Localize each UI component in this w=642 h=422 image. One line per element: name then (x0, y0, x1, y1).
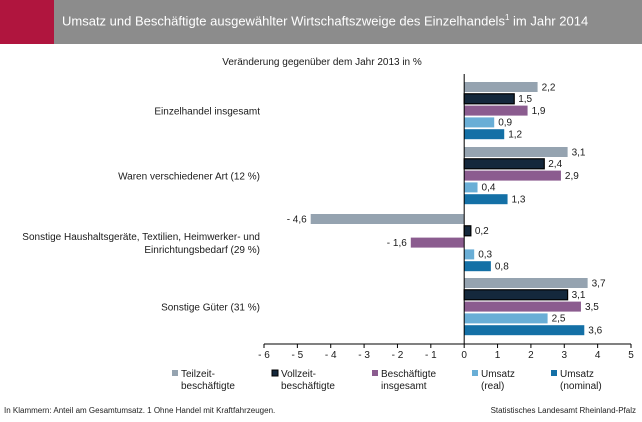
data-label: 0,8 (495, 262, 509, 273)
chart-title-text: Umsatz und Beschäftigte ausgewählter Wir… (62, 13, 505, 29)
bar (464, 313, 548, 324)
category-label: Sonstige Haushaltsgeräte, Textilien, Hei… (22, 232, 260, 243)
x-tick-label: 0 (461, 350, 467, 361)
title-band (0, 0, 642, 44)
bar (464, 117, 495, 128)
data-label: 1,3 (512, 195, 526, 206)
legend-label: beschäftigte (181, 381, 235, 392)
category-label: Einrichtungsbedarf (29 %) (144, 245, 260, 256)
chart-subtitle: Veränderung gegenüber dem Jahr 2013 in % (222, 57, 422, 68)
bar (463, 225, 472, 237)
data-label: 1,2 (508, 130, 522, 141)
data-label: 2,2 (542, 82, 556, 93)
data-label: 3,1 (572, 147, 586, 158)
bar (464, 249, 475, 260)
bar (463, 289, 569, 301)
bar (464, 105, 528, 116)
x-tick-label: - 4 (325, 350, 337, 361)
bar (464, 278, 588, 288)
bar (310, 214, 465, 224)
data-label: 0,4 (482, 183, 496, 194)
data-label: 1,5 (518, 94, 532, 105)
x-tick-label: 1 (495, 350, 501, 361)
chart-title: Umsatz und Beschäftigte ausgewählter Wir… (62, 13, 588, 28)
bar (463, 158, 545, 170)
bar (410, 237, 465, 248)
data-label: 3,5 (585, 302, 599, 313)
legend-label: Umsatz (481, 369, 515, 380)
data-label: 2,9 (565, 171, 579, 182)
bar (464, 182, 478, 193)
category-label: Waren verschiedener Art (12 %) (118, 172, 260, 183)
data-label: 2,4 (548, 159, 562, 170)
legend-label: (nominal) (560, 381, 602, 392)
bar (464, 301, 581, 312)
accent-block (0, 0, 54, 44)
data-label: 1,9 (532, 106, 546, 117)
x-tick-label: - 5 (292, 350, 304, 361)
data-label: - 1,6 (387, 238, 407, 249)
data-label: 2,5 (552, 314, 566, 325)
legend-swatch (172, 370, 178, 376)
bar (464, 82, 538, 92)
x-tick-label: - 2 (392, 350, 404, 361)
x-tick-label: - 6 (258, 350, 270, 361)
legend-label: Teilzeit- (181, 369, 215, 380)
data-label: 3,7 (592, 278, 606, 289)
category-label: Sonstige Güter (31 %) (161, 303, 260, 314)
bar (464, 194, 508, 205)
data-label: 0,2 (475, 226, 489, 237)
legend-label: Vollzeit- (281, 369, 316, 380)
data-label: 3,1 (572, 290, 586, 301)
bar (464, 261, 491, 272)
x-tick-label: 5 (628, 350, 634, 361)
legend-label: beschäftigte (281, 381, 335, 392)
x-tick-label: 4 (595, 350, 601, 361)
bar (463, 93, 515, 105)
x-tick-label: - 1 (425, 350, 437, 361)
bar-chart: Veränderung gegenüber dem Jahr 2013 in %… (22, 57, 634, 392)
category-label: Einzelhandel insgesamt (154, 107, 260, 118)
legend-swatch (372, 370, 378, 376)
data-label: - 4,6 (287, 214, 307, 225)
data-label: 3,6 (588, 326, 602, 337)
data-label: 0,9 (498, 118, 512, 129)
x-tick-label: 2 (528, 350, 534, 361)
footnote-marker: 1 (504, 13, 510, 22)
bar (464, 129, 505, 140)
x-tick-label: - 3 (358, 350, 370, 361)
bar (464, 170, 561, 181)
legend-swatch (472, 370, 478, 376)
legend-label: (real) (481, 381, 504, 392)
x-tick-label: 3 (561, 350, 567, 361)
legend-swatch (271, 369, 279, 377)
bar (464, 325, 585, 336)
legend-label: insgesamt (381, 381, 427, 392)
legend-label: Umsatz (560, 369, 594, 380)
data-label: 0,3 (478, 250, 492, 261)
legend-label: Beschäftigte (381, 369, 436, 380)
source-note: Statistisches Landesamt Rheinland-Pfalz (490, 406, 636, 415)
bar (464, 147, 568, 157)
legend-swatch (551, 370, 557, 376)
chart-title-suffix: im Jahr 2014 (509, 13, 589, 29)
footnote: In Klammern: Anteil am Gesamtumsatz. 1 O… (4, 406, 276, 415)
